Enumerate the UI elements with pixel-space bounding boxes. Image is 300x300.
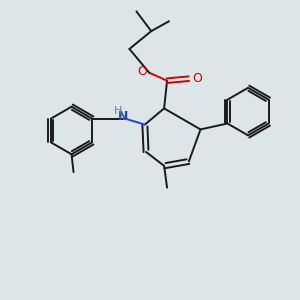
Text: N: N bbox=[118, 110, 128, 123]
Text: H: H bbox=[114, 106, 122, 116]
Text: O: O bbox=[192, 72, 202, 85]
Text: O: O bbox=[137, 65, 147, 78]
